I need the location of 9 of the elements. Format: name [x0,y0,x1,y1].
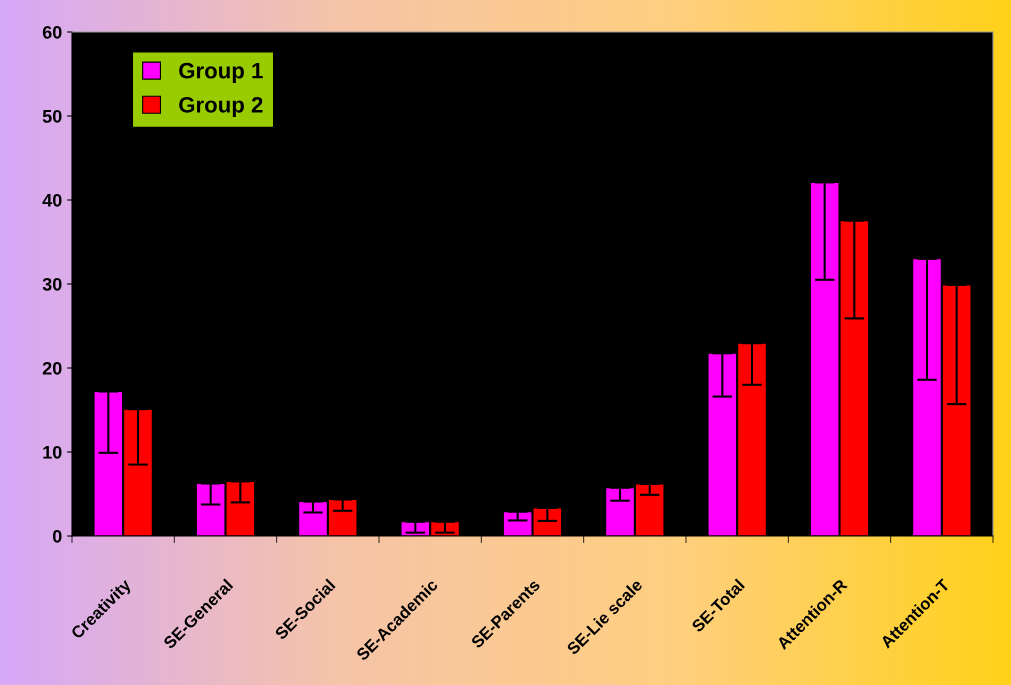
y-tick-label: 10 [43,445,62,459]
y-tick-label: 50 [42,109,62,123]
legend-label: Group 1 [179,62,263,83]
y-tick-label: 30 [42,277,62,291]
y-tick-label: 40 [42,193,62,207]
y-tick-label: 0 [52,529,62,543]
y-tick-label: 60 [42,25,62,39]
y-tick-label: 20 [42,361,62,375]
legend-label: Group 2 [179,96,263,118]
